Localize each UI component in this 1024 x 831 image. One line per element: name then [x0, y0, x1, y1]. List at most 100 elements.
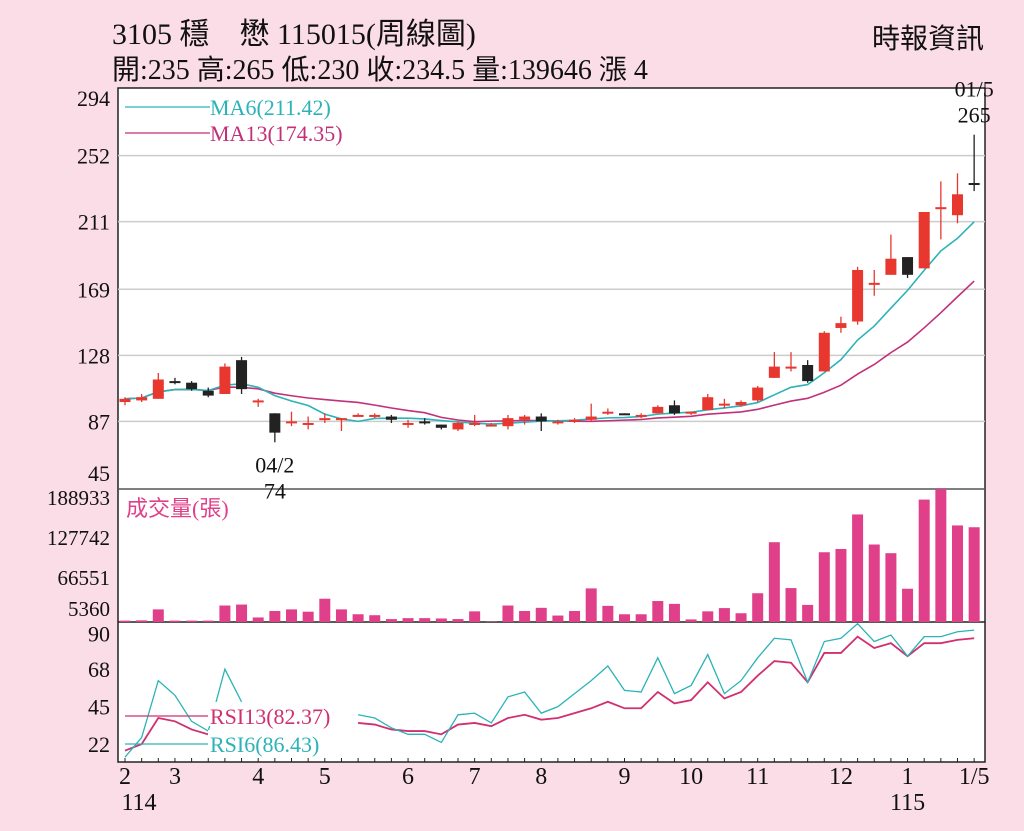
volume-bar: [402, 618, 414, 622]
candle: [818, 331, 830, 372]
candle-body: [302, 422, 314, 425]
candle: [768, 352, 780, 378]
candle: [452, 421, 464, 432]
rsi13-line: [358, 635, 975, 736]
x-tick-label: 7: [469, 764, 481, 790]
volume-bar: [252, 617, 264, 622]
candle: [752, 385, 764, 403]
volume-bar: [652, 601, 664, 622]
volume-bar: [435, 618, 447, 622]
x-tick-label: 8: [535, 764, 547, 790]
x-tick-label: 12: [829, 764, 853, 790]
volume-bar: [685, 619, 697, 622]
x-tick-label: 6: [402, 764, 414, 790]
candle: [352, 413, 364, 417]
candle: [485, 422, 497, 427]
x-tick-label: 10: [679, 764, 703, 790]
candle-body: [519, 416, 531, 420]
source-label: 時報資訊: [872, 23, 984, 55]
candle: [968, 134, 980, 192]
price-tick-label: 252: [77, 144, 110, 169]
candle: [718, 398, 730, 409]
candle: [652, 405, 664, 414]
volume-bar: [119, 620, 131, 622]
candle-body: [219, 366, 231, 394]
volume-bar: [136, 620, 148, 622]
price-tick-label: 45: [88, 461, 110, 486]
candle: [335, 418, 347, 432]
volume-bar: [802, 604, 814, 622]
volume-bar: [152, 609, 164, 622]
candle-body: [469, 422, 481, 425]
candle: [502, 414, 514, 430]
candle-body: [652, 406, 664, 414]
annotation-value: 265: [958, 103, 991, 128]
volume-bar: [818, 552, 830, 622]
plot-area: [117, 87, 986, 763]
candle: [902, 257, 914, 279]
x-year-label: 115: [890, 790, 925, 816]
candle: [435, 424, 447, 430]
candle-body: [186, 382, 198, 390]
candle: [302, 416, 314, 430]
candle: [702, 393, 714, 411]
candle: [935, 181, 947, 240]
candle-body: [202, 390, 214, 396]
annotation-date: 04/2: [255, 452, 294, 477]
candle-body: [619, 413, 630, 416]
candle-body: [935, 207, 947, 210]
volume-tick-label: 127742: [47, 526, 110, 550]
candle: [369, 413, 381, 419]
candle: [619, 413, 630, 416]
rsi6-legend: RSI6(86.43): [210, 732, 319, 757]
volume-bar: [702, 611, 714, 622]
volume-bar: [452, 619, 464, 622]
candle: [802, 360, 814, 383]
volume-bar: [535, 607, 547, 622]
rsi-tick-label: 45: [88, 695, 110, 720]
candle-body: [952, 194, 963, 216]
price-tick-label: 87: [88, 409, 110, 434]
volume-tick-label: 66551: [58, 566, 111, 590]
annotation-date: 01/5: [955, 77, 994, 102]
candle: [402, 419, 414, 428]
candle-body: [735, 402, 747, 406]
candle-body: [152, 379, 164, 399]
candle: [602, 408, 614, 415]
candle-body: [668, 405, 680, 414]
volume-bar: [952, 525, 963, 622]
volume-bar: [735, 613, 747, 622]
ma6-legend: MA6(211.42): [210, 95, 331, 120]
rsi13-legend: RSI13(82.37): [210, 704, 330, 729]
chart-labels: 2942522111691288745188933127742665515360…: [47, 77, 994, 816]
candle-body: [702, 397, 714, 411]
candle: [785, 352, 797, 372]
volume-bar: [269, 611, 281, 622]
volume-bar: [918, 499, 930, 622]
candle: [569, 418, 581, 423]
candle-body: [385, 416, 397, 420]
candle: [918, 212, 930, 269]
volume-bar: [852, 514, 864, 622]
candle-body: [569, 419, 581, 422]
candle: [202, 387, 214, 398]
candle-body: [802, 364, 814, 382]
candle: [269, 413, 281, 443]
x-tick-label: 3: [169, 764, 181, 790]
volume-bar: [885, 553, 897, 622]
candle: [635, 413, 647, 419]
candle-body: [918, 212, 930, 269]
candle: [136, 393, 148, 403]
candle: [852, 266, 864, 325]
volume-bar: [169, 620, 181, 622]
volume-bar: [585, 588, 597, 622]
volume-bar: [202, 620, 214, 622]
volume-bar: [752, 593, 764, 622]
x-tick-label: 2: [119, 764, 131, 790]
volume-bar: [236, 604, 248, 622]
legend-background: [208, 730, 344, 754]
candle: [519, 414, 531, 425]
x-tick-label: 9: [619, 764, 631, 790]
rsi-tick-label: 90: [88, 621, 110, 646]
